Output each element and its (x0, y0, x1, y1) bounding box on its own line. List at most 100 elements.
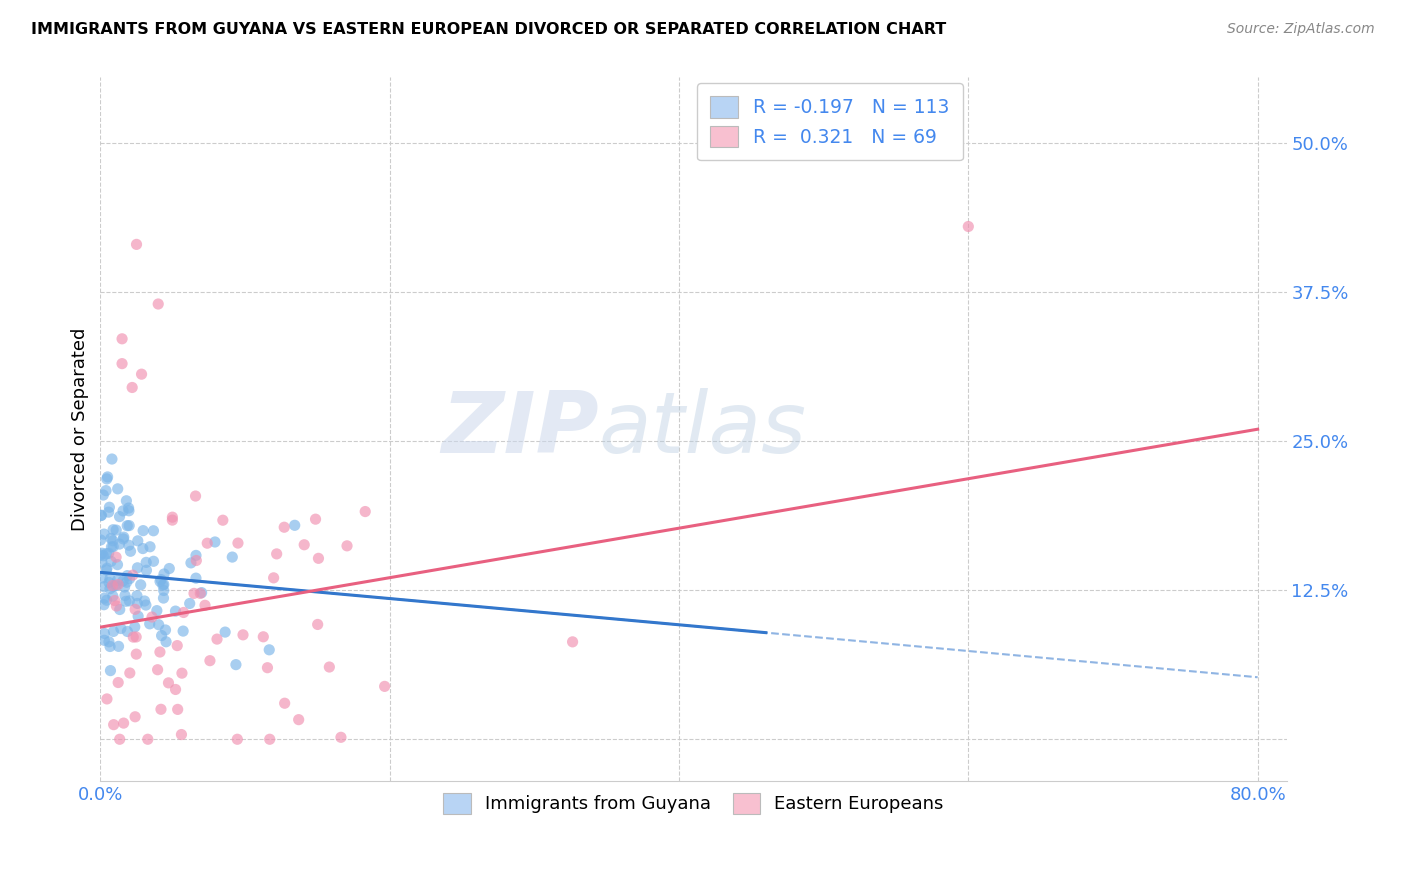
Text: Source: ZipAtlas.com: Source: ZipAtlas.com (1227, 22, 1375, 37)
Point (146, 663, 169, 677)
Point (307, 617, 329, 632)
Point (90, 508, 112, 523)
Point (135, 598, 157, 612)
Point (304, 512, 326, 526)
Point (97, 505, 120, 519)
Point (287, 713, 309, 727)
Point (211, 513, 233, 527)
Point (103, 717, 125, 731)
Point (93, 591, 115, 606)
Point (146, 604, 169, 618)
Point (101, 578, 124, 592)
Point (374, 679, 396, 693)
Point (90, 555, 112, 569)
Point (162, 510, 184, 524)
Point (125, 630, 148, 644)
Point (105, 550, 128, 565)
Point (127, 533, 149, 548)
Point (139, 540, 162, 554)
Point (149, 645, 172, 659)
Point (107, 574, 129, 588)
Point (101, 589, 124, 603)
Point (98, 582, 121, 596)
Point (131, 367, 153, 381)
Point (125, 647, 148, 661)
Point (129, 578, 152, 592)
Point (136, 732, 159, 747)
Point (96, 472, 118, 486)
Point (118, 538, 141, 552)
Point (117, 624, 139, 639)
Point (91, 571, 114, 585)
Point (157, 676, 180, 690)
Point (205, 632, 228, 646)
Point (91, 549, 114, 563)
Point (308, 551, 330, 566)
Point (284, 518, 307, 533)
Point (115, 594, 138, 608)
Point (107, 558, 129, 572)
Point (184, 571, 207, 585)
Point (170, 666, 193, 681)
Point (149, 702, 172, 716)
Point (266, 547, 288, 561)
Point (204, 535, 226, 549)
Point (132, 541, 155, 556)
Point (97, 635, 120, 649)
Point (120, 544, 142, 558)
Point (115, 575, 138, 590)
Point (170, 727, 193, 741)
Point (115, 493, 138, 508)
Point (152, 583, 174, 598)
Point (121, 380, 143, 394)
Point (111, 332, 134, 346)
Point (98, 640, 121, 654)
Point (157, 561, 180, 575)
Point (103, 579, 125, 593)
Point (149, 574, 172, 589)
Point (93, 527, 115, 541)
Point (132, 524, 155, 538)
Point (134, 594, 156, 608)
Point (93, 633, 115, 648)
Point (256, 661, 278, 675)
Point (105, 523, 128, 537)
Point (96, 692, 118, 706)
Point (152, 578, 174, 592)
Point (103, 624, 125, 639)
Point (180, 556, 202, 570)
Point (108, 732, 131, 747)
Point (166, 702, 188, 716)
Point (142, 524, 165, 538)
Point (90, 533, 112, 547)
Point (148, 617, 170, 632)
Point (273, 696, 295, 710)
Point (100, 540, 122, 554)
Point (104, 593, 127, 607)
Point (118, 518, 141, 533)
Point (90, 508, 112, 523)
Point (165, 682, 187, 697)
Point (263, 571, 285, 585)
Point (198, 654, 221, 668)
Point (108, 602, 131, 616)
Point (259, 732, 281, 747)
Point (179, 597, 201, 611)
Point (173, 606, 195, 620)
Point (121, 568, 143, 582)
Point (118, 572, 141, 586)
Point (100, 532, 122, 546)
Point (329, 731, 352, 745)
Point (97, 546, 120, 560)
Point (155, 634, 177, 648)
Point (100, 664, 122, 678)
Point (273, 520, 295, 534)
Point (188, 586, 211, 600)
Point (114, 589, 136, 603)
Point (957, 219, 980, 234)
Point (93, 580, 115, 594)
Point (105, 599, 128, 613)
Text: IMMIGRANTS FROM GUYANA VS EASTERN EUROPEAN DIVORCED OR SEPARATED CORRELATION CHA: IMMIGRANTS FROM GUYANA VS EASTERN EUROPE… (31, 22, 946, 37)
Point (124, 710, 146, 724)
Point (101, 533, 124, 548)
